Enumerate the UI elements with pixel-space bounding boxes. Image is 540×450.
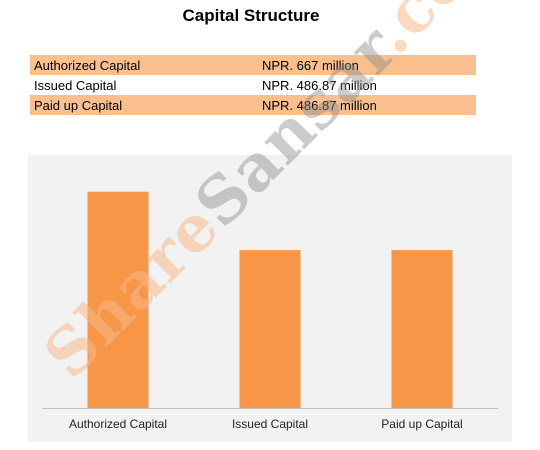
x-tick-label: Paid up Capital xyxy=(381,417,462,431)
row-value: NPR. 667 million xyxy=(262,57,359,73)
chart-title: Capital Structure xyxy=(182,6,320,25)
row-label: Authorized Capital xyxy=(34,57,141,73)
row-value: NPR. 486.87 million xyxy=(262,77,377,93)
row-label: Paid up Capital xyxy=(34,97,123,113)
bar-chart-svg: Authorized Capital Issued Capital Paid up … xyxy=(42,191,498,431)
bar-authorized-capital xyxy=(87,191,149,408)
capital-table: Authorized Capital NPR. 667 million Issu… xyxy=(30,55,476,115)
row-label: Issued Capital xyxy=(34,77,117,93)
x-tick-label: Issued Capital xyxy=(232,417,308,431)
bar-issued-capital xyxy=(239,250,301,408)
table-row: Paid up Capital NPR. 486.87 million xyxy=(30,95,476,115)
bar-paid-up-capital xyxy=(391,250,453,408)
row-value: NPR. 486.87 million xyxy=(262,97,377,113)
x-tick-label: Authorized Capital xyxy=(69,417,167,431)
table-row: Issued Capital NPR. 486.87 million xyxy=(30,75,476,95)
bar-chart: Authorized Capital Issued Capital Paid up … xyxy=(28,155,512,442)
table-row: Authorized Capital NPR. 667 million xyxy=(30,55,476,75)
